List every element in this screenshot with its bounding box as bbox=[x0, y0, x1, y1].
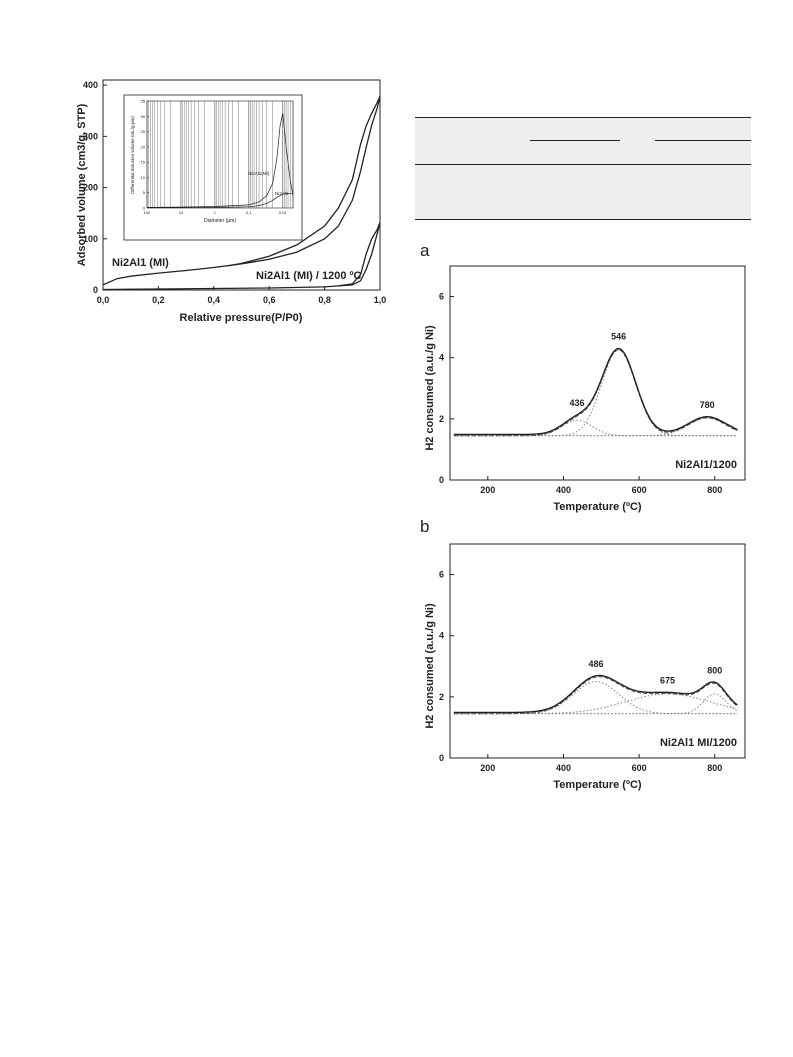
tpr-x-tick-label: 200 bbox=[480, 485, 495, 495]
isotherm-series-line bbox=[102, 222, 381, 291]
y-tick-label: 100 bbox=[83, 234, 98, 244]
inset-x-tick-label: 0,1 bbox=[246, 210, 252, 215]
tpr-experimental-curve bbox=[453, 347, 738, 436]
inset-frame bbox=[123, 94, 303, 241]
isotherm-y-axis: 0 100 200 300 400 bbox=[83, 80, 107, 295]
inset-x-label: Diameter (µm) bbox=[204, 218, 236, 224]
inset-grid: 100 10 1 0,1 0,01 0 5 10 15 20 25 30 35 bbox=[141, 99, 294, 215]
x-tick-label: 1,0 bbox=[374, 295, 387, 305]
tpr-x-tick-label: 400 bbox=[556, 763, 571, 773]
inset-series bbox=[146, 113, 294, 209]
tpr-y-tick-label: 2 bbox=[439, 414, 444, 424]
inset-y-tick-label: 35 bbox=[141, 99, 146, 104]
inset-y-tick-label: 20 bbox=[141, 144, 146, 149]
x-tick-label: 0,6 bbox=[263, 295, 276, 305]
tpr-x-label: Temperature (ºC) bbox=[553, 779, 641, 791]
inset-y-tick-label: 10 bbox=[141, 175, 146, 180]
isotherm-series-line bbox=[338, 222, 381, 287]
inset-y-tick-label: 30 bbox=[141, 114, 146, 119]
y-tick-label: 300 bbox=[83, 131, 98, 141]
tpr-experimental-curve bbox=[453, 674, 738, 714]
tpr-fit-component bbox=[453, 681, 738, 715]
tpr-peak-label: 780 bbox=[700, 400, 715, 410]
tpr-x-tick-label: 200 bbox=[480, 763, 495, 773]
tpr-y-tick-label: 4 bbox=[439, 353, 444, 363]
y-tick-label: 0 bbox=[93, 285, 98, 295]
x-tick-label: 0,8 bbox=[318, 295, 331, 305]
annotation-ni2al1-mi: Ni2Al1 (MI) bbox=[112, 257, 169, 269]
tpr-plot-frame bbox=[449, 265, 746, 481]
annotation-ni2al1-mi-1200: Ni2Al1 (MI) / 1200 ºC bbox=[256, 270, 362, 282]
inset-x-tick-label: 100 bbox=[144, 210, 151, 215]
x-tick-label: 0,2 bbox=[152, 295, 165, 305]
tpr-peak-label: 675 bbox=[660, 676, 675, 686]
inset-series-line bbox=[147, 192, 294, 209]
x-tick-label: 0,4 bbox=[208, 295, 221, 305]
tpr-x-label: Temperature (ºC) bbox=[553, 501, 641, 513]
y-tick-label: 400 bbox=[83, 80, 98, 90]
tpr-fit-sum bbox=[453, 676, 738, 715]
inset-x-tick-label: 10 bbox=[179, 210, 184, 215]
tpr-peak-label: 800 bbox=[707, 665, 722, 675]
tpr-chart-a: 200 400 600 800 0 2 4 6 Temperature (ºC) H2 consu… bbox=[424, 265, 746, 513]
tpr-y-label: H2 consumed (a.u./g Ni) bbox=[424, 325, 436, 451]
table-band bbox=[415, 117, 751, 219]
tpr-peak-label: 546 bbox=[611, 332, 626, 342]
inset-y-tick-label: 25 bbox=[141, 129, 146, 134]
isotherm-plot-frame bbox=[102, 79, 381, 291]
tpr-x-tick-label: 800 bbox=[707, 763, 722, 773]
tpr-y-label: H2 consumed (a.u./g Ni) bbox=[424, 603, 436, 729]
inset-y-tick-label: 0 bbox=[143, 206, 146, 211]
x-tick-label: 0,0 bbox=[97, 295, 110, 305]
tpr-fit-component bbox=[453, 693, 738, 715]
inset-annotation-plain: Ni2Al1 bbox=[275, 191, 289, 196]
inset-y-tick-label: 5 bbox=[143, 190, 146, 195]
inset-x-tick-label: 0,01 bbox=[279, 210, 288, 215]
tpr-y-tick-label: 2 bbox=[439, 692, 444, 702]
inset-y-tick-label: 15 bbox=[141, 160, 146, 165]
table-mid-rule bbox=[415, 164, 751, 165]
tpr-x-tick-label: 600 bbox=[632, 485, 647, 495]
table-group-rule-right bbox=[655, 140, 751, 141]
tpr-fit-component bbox=[453, 419, 738, 437]
table-top-rule bbox=[415, 117, 751, 118]
tpr-plot-frame bbox=[449, 543, 746, 759]
tpr-fit-component bbox=[453, 693, 738, 715]
y-tick-label: 200 bbox=[83, 183, 98, 193]
tpr-peak-label: 436 bbox=[570, 398, 585, 408]
table-group-rule-left bbox=[530, 140, 620, 141]
isotherm-x-label: Relative pressure(P/P0) bbox=[180, 312, 303, 324]
tpr-sample-label: Ni2Al1/1200 bbox=[675, 459, 737, 471]
tpr-peak-label: 486 bbox=[588, 659, 603, 669]
inset-chart: 100 10 1 0,1 0,01 0 5 10 15 20 25 30 35 Differential… bbox=[123, 94, 303, 241]
inset-annotation-mi: Ni2Al1(MI) bbox=[248, 171, 270, 176]
table-bottom-rule bbox=[415, 219, 751, 220]
tpr-chart-b: 200 400 600 800 0 2 4 6 Temperature (ºC) H2 consu… bbox=[424, 543, 746, 791]
tpr-y-tick-label: 4 bbox=[439, 631, 444, 641]
tpr-y-tick-label: 0 bbox=[439, 753, 444, 763]
tpr-x-tick-label: 400 bbox=[556, 485, 571, 495]
isotherm-series-line bbox=[227, 96, 381, 267]
panel-b-label: b bbox=[420, 517, 430, 536]
inset-y-label: Differential Intrusion volume (mL/g·µm) bbox=[130, 116, 135, 194]
tpr-y-tick-label: 0 bbox=[439, 475, 444, 485]
isotherm-y-label: Adsorbed volume (cm3/g, STP) bbox=[76, 103, 88, 266]
isotherm-series-line bbox=[102, 96, 381, 286]
tpr-x-tick-label: 800 bbox=[707, 485, 722, 495]
inset-series-line bbox=[146, 113, 294, 208]
tpr-y-tick-label: 6 bbox=[439, 292, 444, 302]
tpr-y-tick-label: 6 bbox=[439, 570, 444, 580]
tpr-sample-label: Ni2Al1 MI/1200 bbox=[660, 737, 737, 749]
isotherm-series bbox=[102, 96, 381, 291]
tpr-x-tick-label: 600 bbox=[632, 763, 647, 773]
inset-x-tick-label: 1 bbox=[214, 210, 217, 215]
panel-a-label: a bbox=[420, 241, 430, 260]
